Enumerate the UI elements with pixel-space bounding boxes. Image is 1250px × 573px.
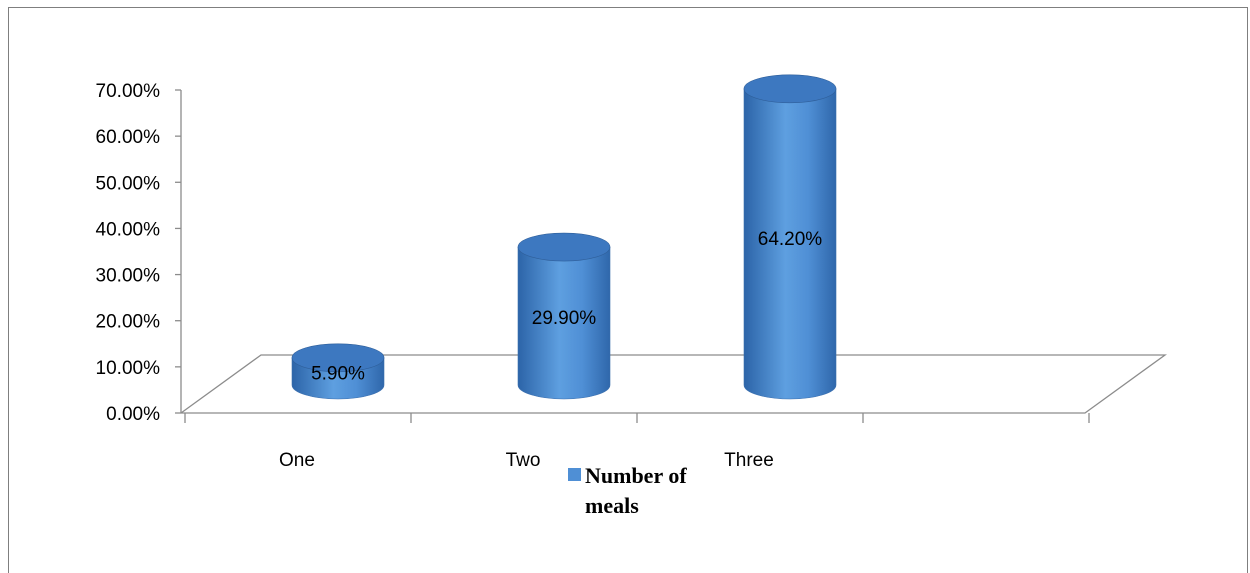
x-tick-label: Two xyxy=(506,450,541,471)
y-tick-label: 20.00% xyxy=(96,312,161,333)
y-tick-label: 70.00% xyxy=(96,81,161,102)
bar xyxy=(517,232,611,400)
bar xyxy=(291,343,385,400)
labels: One Two Three 5.90% 29.90% 64.20% xyxy=(279,229,822,471)
x-tick-label: One xyxy=(279,450,315,471)
bar-body xyxy=(517,246,611,400)
data-label: 29.90% xyxy=(532,308,597,329)
legend-label: meals xyxy=(585,493,639,518)
legend-label: Number of xyxy=(585,463,687,488)
y-tick-label: 30.00% xyxy=(96,266,161,287)
bar-body xyxy=(743,88,837,400)
legend-swatch xyxy=(568,468,581,481)
bar xyxy=(743,74,837,400)
chart-frame xyxy=(8,7,1248,573)
bar-top xyxy=(291,343,385,373)
floor-outline xyxy=(180,354,1168,414)
y-tick-label: 60.00% xyxy=(96,127,161,148)
y-tick-label: 0.00% xyxy=(106,404,160,425)
legend: Number of meals xyxy=(568,463,687,518)
chart-floor xyxy=(180,354,1168,414)
bar-top xyxy=(517,232,611,262)
data-label: 64.20% xyxy=(758,229,823,250)
y-tick-label: 40.00% xyxy=(96,219,161,240)
y-tick-label: 50.00% xyxy=(96,173,161,194)
bars xyxy=(291,74,837,400)
y-tick-label: 10.00% xyxy=(96,358,161,379)
x-tick-label: Three xyxy=(724,450,774,471)
data-label: 5.90% xyxy=(311,363,365,384)
bar-top xyxy=(743,74,837,104)
y-axis: 0.00% 10.00% 20.00% 30.00% 40.00% 50.00% 60.00… xyxy=(96,81,1090,425)
